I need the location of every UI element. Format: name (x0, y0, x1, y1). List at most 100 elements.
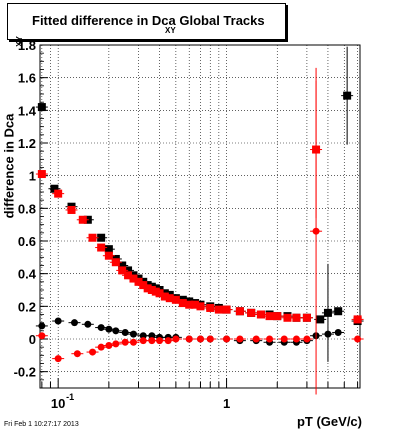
data-point-circle (97, 343, 105, 351)
data-point-circle (312, 227, 320, 235)
data-point-circle (54, 317, 62, 325)
data-point-square (323, 308, 332, 317)
data-point-circle (121, 328, 129, 336)
title-box: Fitted difference in Dca Global Tracks X… (7, 3, 286, 40)
data-point-square (67, 205, 76, 214)
y-axis-label-subscript: XY (14, 36, 24, 47)
data-point-square (143, 284, 152, 293)
data-point-circle (148, 337, 156, 345)
data-point-circle (105, 342, 113, 350)
data-point-square (129, 274, 138, 283)
data-point-square (97, 233, 106, 242)
y-tick-label: -0.2 (14, 365, 36, 380)
data-point-circle (172, 335, 180, 343)
data-point-circle (97, 324, 105, 332)
data-point-circle (324, 330, 332, 338)
data-point-circle (73, 350, 81, 358)
data-point-square (283, 313, 292, 322)
data-point-circle (223, 335, 231, 343)
data-point-circle (252, 335, 260, 343)
data-point-square (214, 305, 223, 314)
data-point-circle (38, 332, 46, 340)
data-point-square (206, 303, 215, 312)
y-tick-label: 0.8 (18, 201, 36, 216)
chart-title: Fitted difference in Dca Global Tracks (32, 13, 265, 28)
data-point-square (171, 295, 180, 304)
data-point-square (165, 294, 174, 303)
data-point-square (196, 302, 205, 311)
y-tick-label: 1 (29, 169, 36, 184)
data-point-circle (266, 335, 274, 343)
y-tick-label: 0.6 (18, 234, 36, 249)
data-point-circle (185, 335, 193, 343)
data-point-square (222, 305, 231, 314)
data-point-circle (164, 337, 172, 345)
data-point-circle (334, 328, 342, 336)
data-point-circle (54, 355, 62, 363)
data-point-circle (129, 338, 137, 346)
x-tick-label: 10 (51, 396, 65, 411)
data-point-circle (139, 337, 147, 345)
data-point-square (316, 315, 325, 324)
data-point-circle (84, 320, 92, 328)
data-point-square (104, 245, 113, 254)
data-point-circle (70, 319, 78, 327)
data-point-square (124, 271, 133, 280)
data-point-square (139, 281, 148, 290)
data-point-square (160, 292, 169, 301)
chart-title-subscript: XY (165, 26, 176, 35)
data-point-square (104, 251, 113, 260)
footer-date: Fri Feb 1 10:27:17 2013 (4, 421, 79, 428)
y-tick-label: 0 (29, 332, 36, 347)
data-point-circle (139, 332, 147, 340)
y-axis-label: difference in Dca (1, 113, 17, 219)
data-point-square (111, 258, 120, 267)
data-point-circle (303, 335, 311, 343)
x-tick-label-exponent: -1 (66, 392, 74, 402)
data-point-square (302, 313, 311, 322)
data-point-circle (280, 335, 288, 343)
data-point-circle (156, 337, 164, 345)
data-point-square (88, 233, 97, 242)
data-point-square (273, 312, 282, 321)
data-point-square (292, 313, 301, 322)
data-point-circle (112, 340, 120, 348)
y-tick-label: 1.4 (18, 103, 37, 118)
data-point-square (134, 277, 143, 286)
data-point-square (54, 189, 63, 198)
y-tick-label: 0.2 (18, 299, 36, 314)
data-point-circle (105, 325, 113, 333)
data-point-square (256, 310, 265, 319)
data-point-circle (196, 335, 204, 343)
data-point-square (265, 312, 274, 321)
data-point-circle (89, 348, 97, 356)
data-point-square (50, 184, 59, 193)
data-point-square (191, 300, 200, 309)
x-axis-label: pT (GeV/c) (296, 414, 362, 429)
data-point-square (178, 299, 187, 308)
data-point-square (118, 261, 127, 270)
y-tick-label: 1.2 (18, 136, 36, 151)
data-point-square (97, 243, 106, 252)
y-tick-label: 0.4 (18, 267, 37, 282)
data-point-circle (236, 335, 244, 343)
data-point-circle (206, 335, 214, 343)
data-point-square (334, 307, 343, 316)
data-point-square (37, 103, 46, 112)
data-point-circle (129, 330, 137, 338)
data-point-circle (121, 338, 129, 346)
data-point-circle (354, 335, 362, 343)
data-point-square (37, 170, 46, 179)
data-point-square (247, 308, 256, 317)
data-point-circle (292, 335, 300, 343)
data-point-square (118, 266, 127, 275)
data-point-square (235, 307, 244, 316)
data-point-square (78, 215, 87, 224)
y-tick-label: 1.8 (18, 38, 36, 53)
data-point-square (353, 315, 362, 324)
data-point-circle (112, 327, 120, 335)
data-point-square (155, 289, 164, 298)
data-point-square (343, 91, 352, 100)
data-point-circle (38, 322, 46, 330)
